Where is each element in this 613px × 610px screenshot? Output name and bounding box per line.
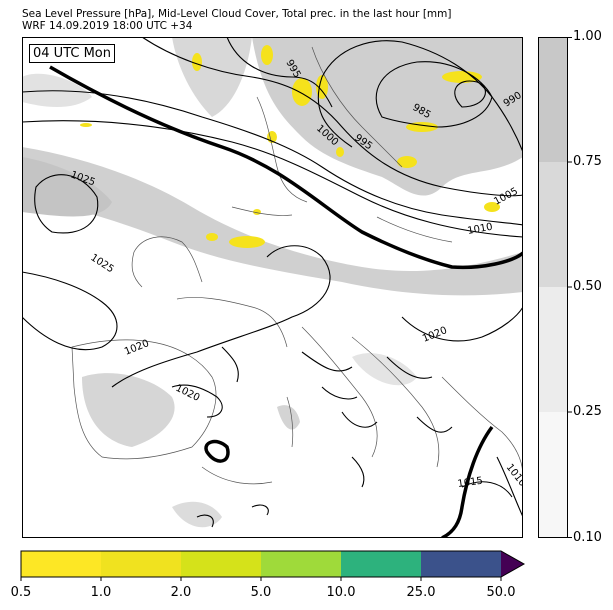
colorbar-tick-label: 25.0: [406, 585, 436, 600]
precipitation-colorbar: [20, 550, 526, 581]
colorbar-tick-label: 1.00: [573, 29, 602, 44]
colorbar-band: [421, 551, 501, 577]
colorbar-band: [21, 551, 101, 577]
isobar-label: 1010: [467, 222, 494, 237]
coastlines: [71, 46, 523, 485]
chart-title-line2: WRF 14.09.2019 18:00 UTC +34: [22, 20, 193, 32]
isobar-label: 1015: [457, 476, 484, 490]
colorbar-tick-label: 50.0: [486, 585, 516, 600]
colorbar-tick-label: 0.50: [573, 279, 602, 294]
colorbar-band: [538, 412, 568, 538]
colorbar-band: [538, 37, 568, 162]
colorbar-band: [538, 287, 568, 412]
isobars: [22, 37, 523, 528]
major-isobars: [49, 65, 523, 538]
colorbar-tick-label: 0.25: [573, 404, 602, 419]
chart-title-line1: Sea Level Pressure [hPa], Mid-Level Clou…: [22, 8, 452, 20]
colorbar-tick-label: 0.10: [573, 530, 602, 545]
precipitation-areas: [80, 45, 500, 248]
colorbar-band: [538, 162, 568, 287]
colorbar-band: [181, 551, 261, 577]
colorbar-tick-label: 0.5: [10, 585, 32, 600]
forecast-time-label: 04 UTC Mon: [29, 44, 115, 63]
weather-map: 995 1000 995 985 990 1005 1010 1025 1025…: [22, 37, 523, 538]
colorbar-band: [261, 551, 341, 577]
cloud-cover-colorbar: [538, 37, 572, 538]
colorbar-tick-label: 1.0: [90, 585, 112, 600]
colorbar-band: [101, 551, 181, 577]
colorbar-tick-label: 5.0: [250, 585, 272, 600]
colorbar-band: [341, 551, 421, 577]
colorbar-tick-label: 2.0: [170, 585, 192, 600]
colorbar-tick-label: 0.75: [573, 154, 602, 169]
colorbar-tick-label: 10.0: [326, 585, 356, 600]
colorbar-extend-arrow: [501, 551, 524, 577]
